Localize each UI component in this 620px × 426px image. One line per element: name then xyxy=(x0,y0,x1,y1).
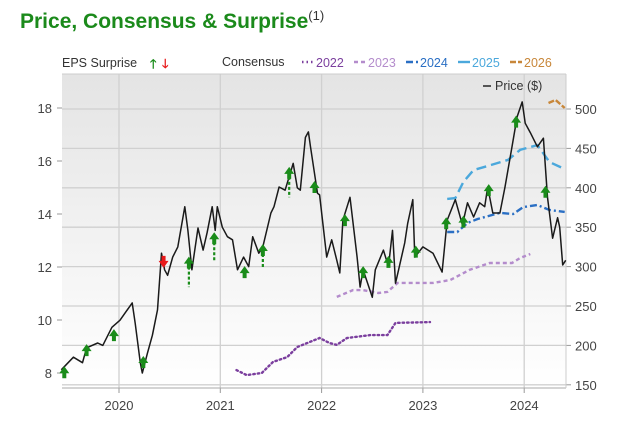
surprise-up-arrow-icon xyxy=(239,266,250,279)
right-axis-label: 200 xyxy=(575,338,597,353)
legend-label-2023: 2023 xyxy=(368,56,396,70)
surprise-up-arrow-icon xyxy=(410,245,421,258)
surprise-up-arrow-icon xyxy=(358,266,369,279)
surprise-up-arrow-icon xyxy=(483,184,494,197)
surprise-up-arrow-icon xyxy=(309,181,320,194)
right-axis-label: 500 xyxy=(575,102,597,117)
surprise-down-arrow-icon xyxy=(158,255,169,268)
left-axis-label: 14 xyxy=(38,207,52,222)
left-axis-label: 16 xyxy=(38,154,52,169)
right-axis-label: 150 xyxy=(575,378,597,393)
legend-eps-surprise: EPS Surprise xyxy=(62,56,137,70)
left-axis-label: 8 xyxy=(45,366,52,381)
surprise-up-arrow-icon xyxy=(540,185,551,198)
legend-down-arrow-icon: 🡓 xyxy=(162,57,169,71)
x-axis-label: 2021 xyxy=(206,398,235,413)
left-axis-label: 12 xyxy=(38,260,52,275)
right-axis-label: 450 xyxy=(575,141,597,156)
surprise-up-arrow-icon xyxy=(183,256,194,269)
legend-price: Price ($) xyxy=(495,79,542,93)
surprise-up-arrow-icon xyxy=(441,217,452,230)
title-footnote: (1) xyxy=(308,8,325,23)
legend-label-2024: 2024 xyxy=(420,56,448,70)
chart-title: Price, Consensus & Surprise(1) xyxy=(20,8,324,34)
x-axis-label: 2020 xyxy=(105,398,134,413)
legend-label-2026: 2026 xyxy=(524,56,552,70)
consensus-line-2025 xyxy=(447,143,566,201)
legend-label-2022: 2022 xyxy=(316,56,344,70)
x-axis-label: 2024 xyxy=(510,398,539,413)
plot-area xyxy=(62,74,566,388)
surprise-up-arrow-icon xyxy=(339,214,350,227)
x-axis-label: 2023 xyxy=(408,398,437,413)
right-axis-label: 400 xyxy=(575,181,597,196)
consensus-line-2023 xyxy=(336,252,531,299)
surprise-up-arrow-icon xyxy=(81,344,92,357)
surprise-up-arrow-icon xyxy=(257,244,268,257)
surprise-up-arrow-icon xyxy=(383,255,394,268)
consensus-line-2026 xyxy=(548,98,566,109)
surprise-up-arrow-icon xyxy=(284,166,295,179)
right-axis-label: 250 xyxy=(575,299,597,314)
legend-label-2025: 2025 xyxy=(472,56,500,70)
left-axis-label: 18 xyxy=(38,101,52,116)
surprise-up-arrow-icon xyxy=(458,215,469,228)
surprise-up-arrow-icon xyxy=(209,232,220,245)
surprise-up-arrow-icon xyxy=(108,329,119,342)
right-axis-label: 300 xyxy=(575,260,597,275)
chart-title-text: Price, Consensus & Surprise xyxy=(20,10,309,33)
legend-up-arrow-icon: 🡑 xyxy=(150,57,157,71)
surprise-up-arrow-icon xyxy=(138,355,149,368)
right-axis-label: 350 xyxy=(575,220,597,235)
left-axis-label: 10 xyxy=(38,313,52,328)
surprise-up-arrow-icon xyxy=(59,366,70,379)
x-axis-label: 2022 xyxy=(307,398,336,413)
legend-consensus: Consensus xyxy=(222,55,285,69)
consensus-line-2022 xyxy=(235,320,432,377)
surprise-up-arrow-icon xyxy=(511,115,522,128)
